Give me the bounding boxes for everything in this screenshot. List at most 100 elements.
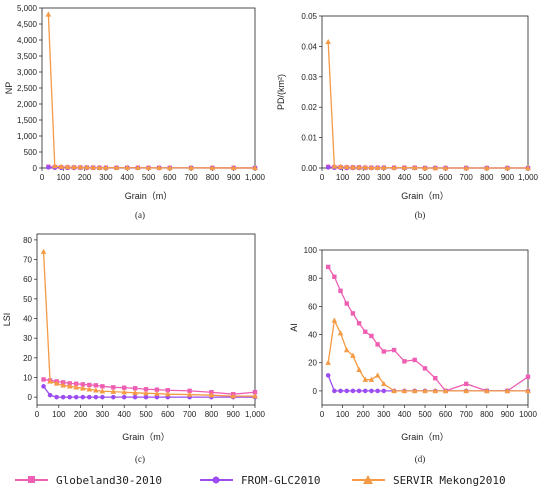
y-tick-label: 80 [23, 236, 32, 245]
point-servir [337, 330, 344, 336]
x-tick-label: 1000 [519, 410, 537, 419]
point-servir [343, 347, 350, 353]
point-servir [525, 165, 531, 171]
legend-item-globeland: Globeland30-2010 [15, 474, 162, 487]
point-servir [463, 387, 469, 394]
point-servir [442, 165, 449, 171]
point-globeland [165, 388, 170, 393]
point-globeland [350, 311, 356, 316]
series-servir [45, 11, 258, 171]
point-servir [374, 164, 381, 170]
y-tick-label: 50 [23, 295, 32, 304]
point-servir [411, 164, 418, 170]
point-fromglc [54, 394, 59, 400]
point-servir [86, 386, 93, 392]
x-tick-label: 300 [99, 173, 113, 182]
point-servir [60, 382, 66, 388]
point-fromglc [73, 394, 79, 400]
y-tick-label: 0.03 [301, 73, 317, 82]
point-servir [64, 164, 71, 170]
panel-caption: (b) [415, 210, 426, 220]
point-servir [422, 165, 428, 171]
point-servir [337, 163, 344, 169]
series-globeland [325, 264, 531, 394]
x-tick-label: 500 [418, 173, 432, 182]
x-tick-label: 0 [320, 173, 325, 182]
y-tick-label: 20 [23, 354, 32, 363]
x-tick-label: 1,000 [245, 410, 266, 419]
y-tick-label: 2,500 [17, 84, 38, 93]
point-globeland [74, 381, 79, 386]
y-tick-label: 0.02 [301, 103, 317, 112]
point-servir [422, 387, 428, 394]
point-servir [484, 165, 490, 171]
x-tick-label: 300 [377, 173, 391, 182]
panel-caption: (c) [135, 454, 145, 464]
plot-frame [321, 249, 529, 406]
point-servir [53, 380, 60, 386]
point-fromglc [100, 394, 105, 400]
point-servir [143, 390, 149, 396]
point-globeland [375, 342, 380, 347]
y-tick-label: 60 [308, 302, 317, 311]
x-tick-label: 100 [52, 410, 66, 419]
point-servir [71, 164, 77, 170]
x-tick-label: 700 [460, 173, 474, 182]
x-tick-label: 0 [320, 410, 325, 419]
point-servir [47, 378, 53, 384]
y-tick-label: 0.04 [301, 42, 317, 51]
point-fromglc [46, 165, 51, 170]
point-fromglc [381, 388, 387, 394]
point-servir [484, 387, 490, 394]
point-servir [391, 387, 397, 394]
series-servir [40, 248, 258, 399]
x-tick-label: 900 [501, 410, 515, 419]
y-tick-label: 3,500 [17, 52, 38, 61]
legend-label-fromglc: FROM-GLC2010 [241, 474, 320, 487]
x-axis-label: Grain（m） [401, 432, 449, 442]
x-tick-label: 500 [142, 173, 156, 182]
y-tick-label: 40 [308, 331, 317, 340]
series-servir [325, 317, 531, 394]
point-servir [230, 164, 237, 171]
point-servir [463, 165, 469, 171]
y-tick-label: 60 [23, 275, 32, 284]
point-servir [368, 376, 375, 382]
legend: Globeland30-2010 FROM-GLC2010 SERVIR Mek… [15, 474, 506, 487]
point-servir [350, 352, 356, 358]
y-tick-label: 80 [308, 274, 317, 283]
point-servir [51, 163, 58, 169]
point-servir [356, 366, 362, 372]
plot-frame [321, 15, 529, 169]
series-line-servir [327, 41, 528, 169]
point-servir [350, 164, 356, 170]
point-fromglc [154, 394, 160, 400]
y-axis-label: PD/(km²) [276, 74, 286, 110]
point-servir [124, 164, 130, 170]
point-fromglc [325, 373, 331, 378]
x-tick-label: 900 [501, 173, 515, 182]
point-servir [208, 392, 215, 398]
point-servir [325, 359, 331, 365]
point-servir [401, 164, 408, 170]
point-globeland [332, 274, 337, 279]
plot-frame [36, 233, 256, 406]
x-tick-label: 500 [139, 410, 153, 419]
point-fromglc [369, 388, 374, 394]
panel-pd: 0 100 200 300 400 500 600 700 800 900 1,000 0.00 0.0… [276, 12, 539, 220]
point-servir [362, 376, 369, 382]
point-servir [230, 393, 236, 399]
y-tick-label: 0.00 [301, 164, 317, 173]
series-line-servir [42, 251, 255, 397]
series-servir [325, 38, 531, 171]
series-fromglc [325, 373, 531, 394]
x-tick-label: 1,000 [518, 173, 539, 182]
y-tick-label: 0 [33, 164, 38, 173]
point-fromglc [350, 388, 356, 394]
point-servir [73, 384, 80, 390]
panel-np: 0 100 200 300 400 500 600 700 800 900 1,000 0 500 1,0… [4, 4, 266, 220]
point-globeland [412, 357, 417, 363]
y-tick-label: 100 [304, 246, 318, 255]
plot-frame [41, 7, 256, 169]
